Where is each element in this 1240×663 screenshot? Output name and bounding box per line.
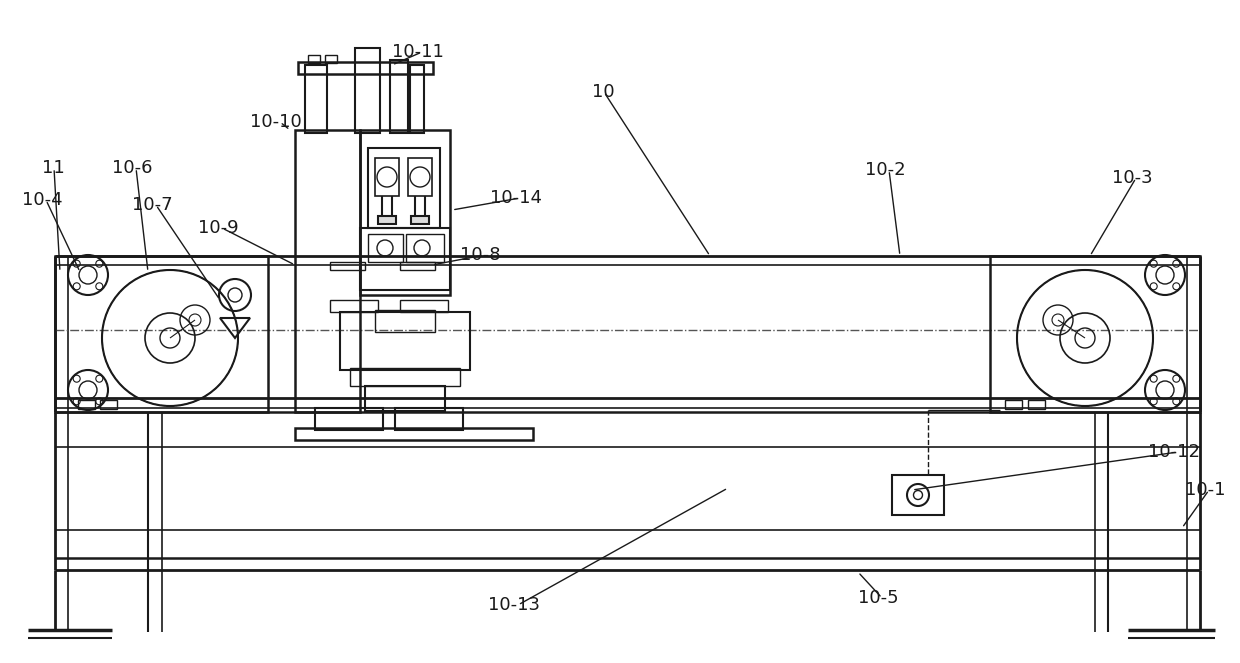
Bar [330, 262, 365, 270]
Bar [368, 148, 440, 228]
Text: 10-5: 10-5 [858, 589, 899, 607]
Bar [360, 228, 450, 290]
Bar [378, 216, 396, 224]
Bar [990, 256, 1200, 412]
Bar [78, 400, 95, 409]
Bar [408, 158, 432, 196]
Bar [368, 234, 403, 262]
Bar [308, 55, 320, 63]
Bar [305, 65, 327, 133]
Text: 10-10: 10-10 [250, 113, 301, 131]
Bar [360, 130, 450, 295]
Bar [401, 300, 448, 312]
Bar [892, 475, 944, 515]
Text: 10-7: 10-7 [131, 196, 172, 214]
Bar [340, 312, 470, 370]
Bar [405, 234, 444, 262]
Bar [295, 130, 360, 412]
Text: 10-1: 10-1 [1185, 481, 1225, 499]
Text: 10-11: 10-11 [392, 43, 444, 61]
Bar [325, 55, 337, 63]
Text: 10-2: 10-2 [866, 161, 905, 179]
Text: 10-6: 10-6 [112, 159, 153, 177]
Text: 10-12: 10-12 [1148, 443, 1200, 461]
Bar [315, 408, 383, 430]
Text: 10-9: 10-9 [198, 219, 238, 237]
Bar [391, 60, 408, 133]
Bar [298, 62, 433, 74]
Bar [355, 48, 379, 133]
Bar [374, 158, 399, 196]
Bar [410, 216, 429, 224]
Bar [1004, 400, 1022, 409]
Text: 10-3: 10-3 [1112, 169, 1153, 187]
Text: 10-4: 10-4 [22, 191, 63, 209]
Bar [410, 65, 424, 133]
Text: 11: 11 [42, 159, 64, 177]
Text: 10-8: 10-8 [460, 246, 501, 264]
Bar [1028, 400, 1045, 409]
Text: 10-14: 10-14 [490, 189, 542, 207]
Bar [55, 256, 268, 412]
Bar [350, 368, 460, 386]
Bar [374, 310, 435, 332]
Bar [396, 408, 463, 430]
Bar [330, 300, 378, 312]
Bar [295, 428, 533, 440]
Bar [401, 262, 435, 270]
Text: 10-13: 10-13 [489, 596, 539, 614]
Bar [365, 386, 445, 411]
Text: 10: 10 [591, 83, 615, 101]
Bar [100, 400, 117, 409]
